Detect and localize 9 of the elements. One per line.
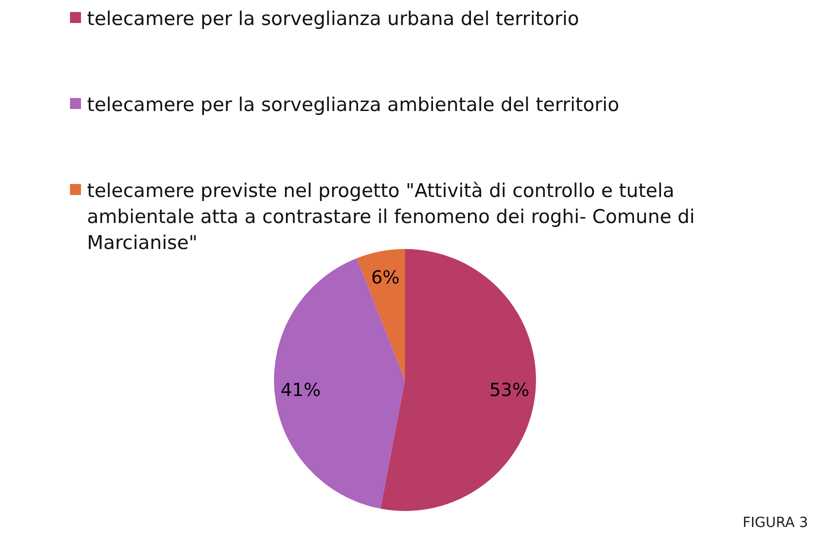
legend-label: telecamere previste nel progetto "Attività di controllo e tutela ambientale atta a contrastare il fenomeno dei roghi- Comune di Marcianise"	[87, 180, 695, 254]
data-label: 53%	[489, 380, 530, 402]
pie-slice	[274, 258, 405, 509]
legend-label: telecamere per la sorveglianza urbana del territorio	[87, 8, 580, 30]
data-label: 6%	[371, 267, 400, 288]
pie-slice	[356, 249, 405, 380]
text: FIGURA 3	[742, 515, 808, 531]
legend-label: telecamere per la sorveglianza ambientale del territorio	[87, 94, 620, 116]
data-label: 41%	[280, 380, 321, 402]
